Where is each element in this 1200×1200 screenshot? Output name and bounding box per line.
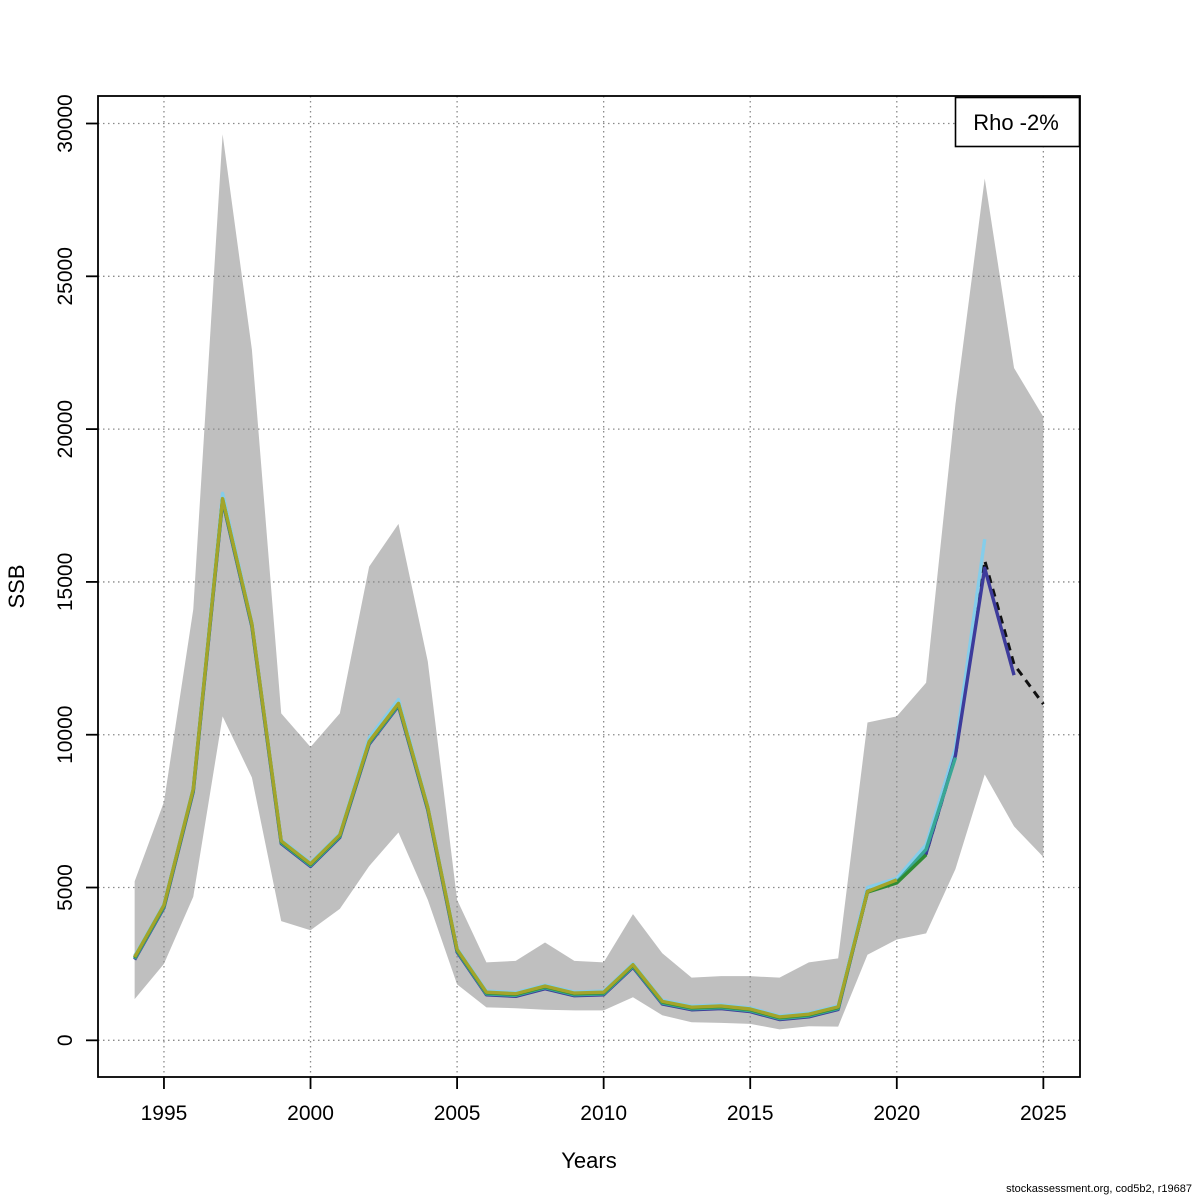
x-tick-label: 2020 [873,1102,920,1125]
legend-box [954,96,1081,148]
x-tick-label: 2010 [580,1102,627,1125]
legend-label: Rho -2% [973,110,1059,135]
series-line-retro-peel-2020 [133,496,898,1019]
y-tick-label: 0 [54,1034,77,1046]
y-tick-label: 20000 [54,400,77,458]
y-tick-label: 15000 [54,553,77,611]
x-tick-label: 1995 [141,1102,188,1125]
x-tick-label: 2005 [434,1102,481,1125]
x-tick-label: 2015 [727,1102,774,1125]
y-tick-label: 25000 [54,247,77,305]
x-tick-label: 2000 [287,1102,334,1125]
x-axis-title: Years [561,1148,616,1173]
confidence-band [134,134,1044,1030]
plot-box [97,95,1081,1078]
x-tick-label: 2025 [1020,1102,1067,1125]
y-tick-label: 30000 [54,94,77,152]
y-tick-label: 5000 [54,864,77,911]
y-tick-label: 10000 [54,706,77,764]
footer-credit: stockassessment.org, cod5b2, r19687 [1006,1183,1192,1195]
y-axis-title: SSB [4,564,29,608]
